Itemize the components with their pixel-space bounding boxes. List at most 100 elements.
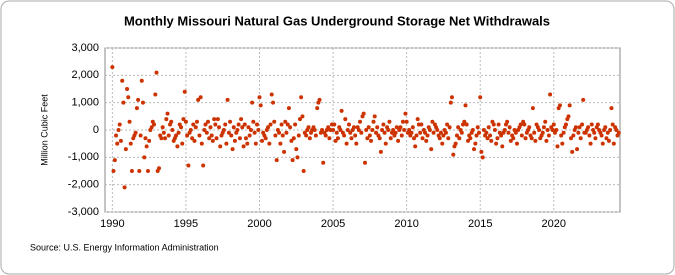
data-point xyxy=(306,125,311,130)
data-point xyxy=(226,130,231,135)
data-point xyxy=(296,133,301,138)
data-point xyxy=(185,133,190,138)
data-point xyxy=(537,128,542,132)
data-point xyxy=(484,130,489,135)
data-point xyxy=(577,125,582,130)
data-point xyxy=(616,130,621,135)
data-point xyxy=(541,125,546,130)
data-point xyxy=(277,130,282,135)
data-point xyxy=(333,138,338,143)
data-point xyxy=(449,95,454,100)
data-point xyxy=(587,133,592,138)
data-point xyxy=(349,136,354,141)
x-tick-label: 2000 xyxy=(247,218,271,230)
data-point xyxy=(370,128,375,132)
data-point xyxy=(232,138,237,143)
data-point xyxy=(456,125,461,130)
data-point xyxy=(147,138,152,143)
data-point xyxy=(279,122,284,127)
data-point xyxy=(377,136,382,141)
data-point xyxy=(286,106,291,111)
data-point xyxy=(477,130,482,135)
data-point xyxy=(334,130,339,135)
data-point xyxy=(420,136,425,141)
data-point xyxy=(415,117,420,122)
data-point xyxy=(559,133,564,138)
data-point xyxy=(283,119,288,124)
data-point xyxy=(489,138,494,143)
data-point xyxy=(268,122,273,127)
data-point xyxy=(196,97,201,102)
data-point xyxy=(193,125,198,130)
data-point xyxy=(464,122,469,127)
data-point xyxy=(251,119,256,124)
data-point xyxy=(363,160,368,165)
data-point xyxy=(369,138,374,143)
data-point xyxy=(499,133,504,138)
data-point xyxy=(532,130,537,135)
data-point xyxy=(494,141,499,146)
data-point xyxy=(606,138,611,143)
data-point xyxy=(486,125,491,130)
data-point xyxy=(239,117,244,122)
data-point xyxy=(437,136,442,141)
data-point xyxy=(600,141,605,146)
data-point xyxy=(204,130,209,135)
data-point xyxy=(551,122,556,127)
data-point xyxy=(605,130,610,135)
data-point xyxy=(118,138,123,143)
data-point xyxy=(382,130,387,135)
data-point xyxy=(478,95,483,100)
data-point xyxy=(575,147,580,152)
data-point xyxy=(165,111,170,116)
data-point xyxy=(269,92,274,97)
data-point xyxy=(447,125,452,130)
data-point xyxy=(282,149,287,154)
data-point xyxy=(463,103,468,108)
data-point xyxy=(266,125,271,130)
data-point xyxy=(407,128,412,132)
data-point xyxy=(151,122,156,127)
data-point xyxy=(157,166,162,171)
y-tick-label: -1,000 xyxy=(68,151,99,163)
data-point xyxy=(120,78,125,83)
data-point xyxy=(454,133,459,138)
data-point xyxy=(284,130,289,135)
x-tick-label: 2005 xyxy=(321,218,345,230)
data-point xyxy=(267,141,272,146)
data-point xyxy=(348,130,353,135)
data-point xyxy=(307,136,312,141)
data-point xyxy=(343,117,348,122)
data-point xyxy=(254,122,259,127)
data-point xyxy=(209,133,214,138)
data-point xyxy=(589,122,594,127)
data-point xyxy=(299,95,304,100)
data-point xyxy=(245,141,250,146)
data-point xyxy=(280,133,285,138)
data-point xyxy=(139,78,144,83)
data-point xyxy=(301,169,306,173)
data-point xyxy=(230,147,235,152)
data-point xyxy=(240,125,245,130)
data-point xyxy=(174,133,179,138)
data-point xyxy=(115,141,120,146)
data-point xyxy=(383,141,388,146)
data-point xyxy=(202,128,207,132)
data-point xyxy=(257,95,262,100)
data-point xyxy=(338,128,343,132)
data-point xyxy=(317,97,322,102)
data-point xyxy=(304,133,309,138)
data-point xyxy=(511,136,516,141)
data-point xyxy=(223,122,228,127)
data-point xyxy=(523,136,528,141)
data-point xyxy=(443,130,448,135)
data-point xyxy=(159,136,164,141)
y-tick-label: 1,000 xyxy=(71,97,99,109)
data-point xyxy=(231,125,236,130)
data-point xyxy=(419,122,424,127)
data-point xyxy=(527,125,532,130)
data-point xyxy=(110,65,115,70)
data-point xyxy=(326,125,331,130)
